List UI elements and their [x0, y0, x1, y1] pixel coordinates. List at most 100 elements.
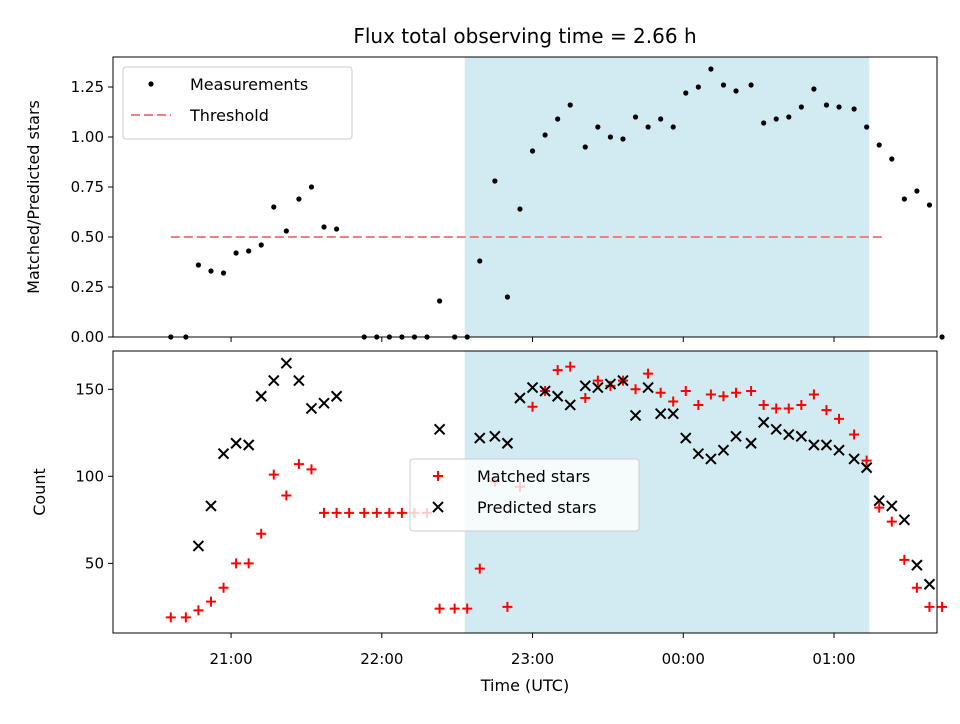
matched-stars-point	[193, 605, 204, 616]
matched-stars-point	[899, 554, 910, 565]
measurement-point	[542, 132, 548, 138]
measurement-point	[555, 116, 561, 122]
matched-stars-point	[705, 389, 716, 400]
predicted-stars-point	[680, 432, 692, 444]
x-tick-label: 01:00	[812, 650, 855, 668]
top-panel: 0.00 0.25 0.50 0.75 1.00 1.25 Matched/Predicte…	[24, 56, 945, 346]
matched-stars-point	[449, 603, 460, 614]
matched-stars-point	[205, 596, 216, 607]
predicted-stars-point	[579, 380, 592, 392]
predicted-stars-point	[433, 423, 446, 436]
measurement-point	[708, 66, 714, 72]
predicted-stars-point	[230, 437, 242, 449]
measurement-point	[582, 144, 588, 150]
matched-stars-point	[384, 507, 395, 518]
predicted-stars-point	[795, 430, 808, 443]
matched-stars-point	[783, 403, 794, 414]
measurement-point	[720, 82, 727, 88]
measurement-point	[271, 204, 277, 210]
matched-stars-point	[808, 389, 819, 400]
predicted-stars-point	[489, 430, 501, 443]
matched-stars-point	[796, 399, 807, 410]
matched-stars-point	[771, 403, 782, 414]
matched-stars-point	[849, 429, 860, 440]
matched-stars-point	[643, 368, 654, 379]
predicted-stars-point	[592, 381, 604, 394]
measurement-point	[620, 136, 626, 142]
panel-frame	[112, 56, 938, 338]
matched-stars-point	[680, 386, 691, 397]
measurement-point	[333, 226, 340, 232]
predicted-stars-point	[911, 559, 923, 571]
matched-stars-point	[306, 464, 317, 475]
measurement-point	[517, 206, 523, 212]
matched-stars-point	[821, 405, 832, 416]
x-tick-label: 22:00	[360, 650, 403, 668]
matched-stars-point	[592, 375, 603, 386]
measurement-point	[595, 124, 601, 130]
x-tick-label: 00:00	[662, 650, 705, 668]
predicted-stars-point	[474, 432, 486, 444]
matched-stars-point	[731, 387, 742, 398]
matched-stars-point	[218, 582, 229, 593]
predicted-stars-point	[192, 540, 205, 552]
y-tick-label: 50	[85, 554, 104, 572]
measurement-point	[658, 116, 664, 122]
matched-stars-point	[462, 603, 473, 614]
matched-stars-point	[331, 507, 342, 518]
measurement-point	[258, 242, 264, 248]
predicted-stars-point	[617, 374, 629, 387]
predicted-stars-point	[667, 407, 679, 420]
legend-marker-dot	[148, 81, 154, 87]
legend-label: Predicted stars	[477, 498, 597, 517]
matched-stars-point	[668, 396, 679, 407]
measurement-point	[283, 228, 289, 234]
measurement-point	[246, 248, 252, 254]
x-tick-label: 23:00	[511, 650, 554, 668]
matched-stars-point	[874, 502, 885, 513]
predicted-stars-point	[330, 390, 343, 402]
measurement-point	[308, 184, 315, 190]
x-axis: 21:00 22:00 23:00 00:00 01:00	[209, 650, 855, 668]
predicted-stars-point	[293, 374, 305, 387]
measurement-point	[683, 90, 689, 96]
matched-stars-point	[605, 380, 616, 391]
predicted-stars-point	[730, 430, 742, 443]
predicted-stars-point	[654, 407, 667, 420]
measurement-point	[220, 270, 227, 276]
legend-label: Threshold	[189, 106, 269, 125]
legend-box	[409, 458, 640, 532]
matched-stars-point	[371, 507, 382, 518]
matched-stars-point	[655, 387, 666, 398]
predicted-stars-point	[770, 423, 782, 436]
matched-stars-point	[527, 401, 538, 412]
measurement-point	[836, 104, 842, 110]
matched-stars-point	[165, 612, 176, 623]
predicted-stars-point	[514, 392, 526, 404]
measurement-point	[296, 196, 302, 202]
series-predicted-stars	[192, 357, 936, 590]
matched-stars-point	[281, 490, 292, 501]
observing-interval-shade	[464, 57, 870, 337]
predicted-stars-point	[501, 437, 514, 449]
measurement-point	[926, 202, 933, 208]
predicted-stars-point	[268, 374, 280, 387]
predicted-stars-point	[833, 444, 845, 456]
predicted-stars-point	[783, 428, 795, 441]
matched-stars-point	[319, 507, 330, 518]
x-tick-label: 21:00	[209, 650, 252, 668]
predicted-stars-point	[820, 439, 833, 451]
y-axis-label: Count	[30, 468, 49, 516]
matched-stars-point	[502, 601, 513, 612]
predicted-stars-point	[745, 437, 757, 449]
predicted-stars-point	[318, 397, 330, 409]
measurement-point	[695, 84, 701, 90]
matched-stars-point	[693, 399, 704, 410]
bottom-panel: 50 100 150 Count Matched stars Predicted star…	[30, 350, 948, 638]
matched-stars-point	[630, 384, 641, 395]
matched-stars-point	[180, 612, 191, 623]
legend-marker-x	[432, 501, 444, 513]
predicted-stars-point	[717, 444, 730, 456]
predicted-stars-point	[873, 494, 885, 507]
